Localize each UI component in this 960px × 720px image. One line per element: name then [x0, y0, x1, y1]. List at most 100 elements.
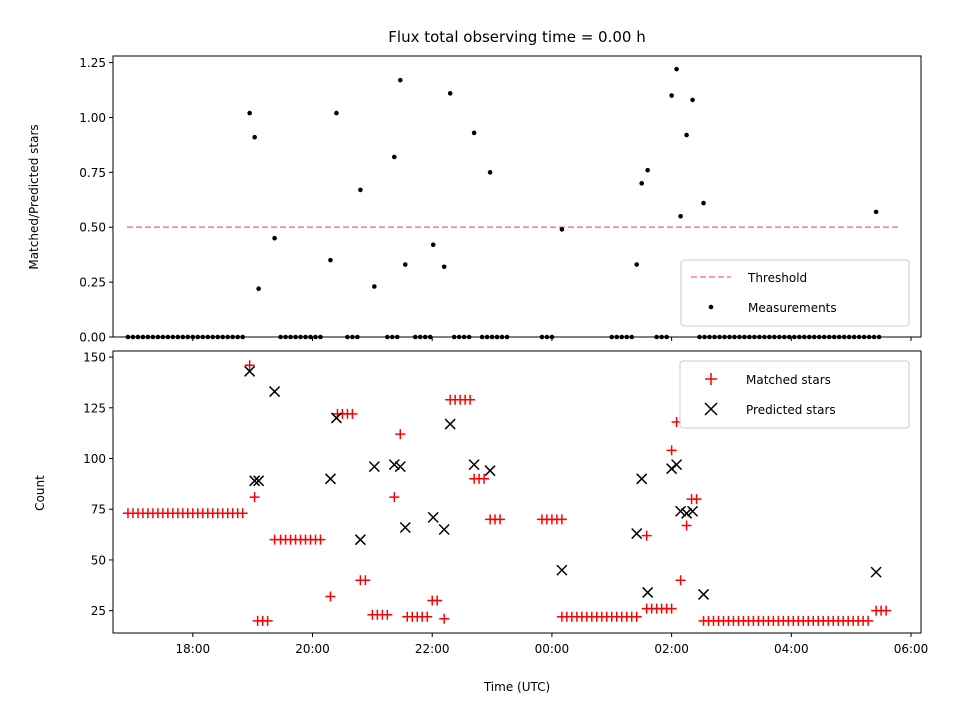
matched-star-point	[675, 575, 686, 586]
top-axes: 0.00 0.25 0.50 0.75 1.00 1.25	[79, 55, 922, 345]
measurement-point	[684, 132, 689, 138]
measurement-point	[447, 91, 453, 96]
matched-star-point	[269, 534, 280, 545]
predicted-star-point	[675, 505, 687, 517]
measurement-point	[402, 262, 408, 267]
predicted-star-point	[399, 521, 411, 534]
bottom-y-axis-label: Count	[33, 475, 47, 511]
matched-star-point	[666, 603, 677, 614]
bottom-y-tick-label: 125	[83, 401, 106, 415]
predicted-star-point	[388, 459, 400, 471]
measurement-point	[873, 209, 879, 215]
predicted-star-point	[642, 586, 654, 598]
predicted-star-point	[870, 566, 882, 578]
x-tick-label: 00:00	[535, 642, 570, 656]
predicted-star-point	[698, 588, 710, 600]
predicted-star-point	[330, 412, 342, 424]
top-legend-box	[680, 259, 910, 327]
bottom-axes: 25 50 75 100 125 150 18:00 20:00 22:00 00:00 02:00…	[83, 350, 929, 656]
measurement-point	[328, 257, 333, 263]
predicted-star-point	[556, 564, 568, 576]
top-y-tick-label: 0.00	[79, 331, 106, 345]
measurement-point	[397, 77, 403, 83]
matched-star-point	[325, 591, 336, 602]
predicted-star-point	[687, 505, 699, 517]
matched-star-point	[863, 615, 874, 626]
matched-star-point	[237, 508, 248, 519]
x-tick-label: 02:00	[654, 642, 689, 656]
measurement-point	[487, 170, 493, 175]
bottom-plot-area	[122, 360, 892, 626]
measurement-point	[256, 286, 261, 292]
matched-star-point	[395, 429, 406, 440]
matched-star-point	[249, 492, 260, 503]
matched-star-point	[382, 609, 393, 620]
bottom-y-tick-label: 50	[91, 553, 106, 567]
bottom-y-tick-label: 75	[91, 503, 106, 517]
measurement-point	[690, 97, 695, 103]
matched-star-point	[432, 595, 443, 606]
measurement-point	[441, 264, 447, 270]
matched-star-point	[439, 613, 450, 624]
top-y-tick-label: 0.25	[79, 276, 106, 290]
legend-threshold-label: Threshold	[747, 271, 807, 285]
matched-star-point	[641, 530, 652, 541]
predicted-star-point	[368, 461, 380, 473]
measurement-point	[247, 110, 252, 116]
matched-star-point	[262, 615, 273, 626]
predicted-star-point	[354, 534, 366, 546]
bottom-legend: Matched stars Predicted stars	[679, 360, 910, 429]
top-y-tick-label: 1.00	[79, 111, 106, 125]
bottom-legend-box	[679, 360, 910, 429]
matched-star-point	[631, 611, 642, 622]
matched-star-point	[691, 494, 702, 505]
measurement-point	[372, 284, 377, 289]
top-legend: Threshold Measurements	[680, 259, 910, 327]
measurement-point	[678, 213, 683, 219]
legend-matched-label: Matched stars	[746, 373, 831, 387]
x-tick-label: 18:00	[176, 642, 211, 656]
legend-predicted-label: Predicted stars	[746, 403, 836, 417]
predicted-star-point	[671, 459, 683, 471]
predicted-star-point	[269, 386, 281, 398]
matched-star-point	[465, 394, 476, 405]
measurement-point	[334, 110, 339, 116]
measurement-point	[559, 227, 565, 232]
bottom-y-tick-label: 25	[91, 604, 106, 618]
x-tick-label: 06:00	[894, 642, 929, 656]
x-tick-label: 04:00	[774, 642, 809, 656]
predicted-star-point	[244, 365, 256, 377]
x-axis-label: Time (UTC)	[483, 680, 550, 694]
measurement-point	[358, 187, 363, 193]
measurement-point	[639, 181, 644, 186]
predicted-star-point	[253, 475, 265, 487]
x-tick-label: 22:00	[415, 642, 450, 656]
measurement-point	[701, 200, 706, 206]
measurement-point	[674, 66, 679, 72]
matched-star-point	[422, 611, 433, 622]
bottom-axes-frame	[112, 350, 922, 634]
top-y-tick-label: 0.50	[79, 221, 106, 235]
predicted-star-point	[681, 507, 693, 519]
matched-star-point	[347, 408, 358, 419]
predicted-star-point	[324, 473, 336, 485]
legend-predicted-swatch	[704, 402, 718, 416]
predicted-star-point	[249, 475, 261, 487]
bottom-y-tick-label: 150	[83, 351, 106, 365]
top-axes-frame	[112, 55, 922, 338]
matched-star-point	[389, 492, 400, 503]
predicted-star-point	[444, 418, 456, 430]
top-y-tick-label: 1.25	[79, 56, 106, 70]
legend-measurements-label: Measurements	[748, 301, 837, 315]
legend-measurements-swatch	[708, 304, 714, 310]
predicted-star-point	[636, 473, 648, 485]
measurement-point	[645, 167, 650, 173]
measurement-point	[634, 262, 639, 267]
predicted-star-point	[468, 459, 480, 471]
matched-star-point	[479, 473, 490, 484]
measurement-point	[669, 93, 674, 98]
matched-star-point	[881, 605, 892, 616]
matched-star-point	[681, 520, 692, 531]
matched-star-point	[495, 514, 506, 525]
